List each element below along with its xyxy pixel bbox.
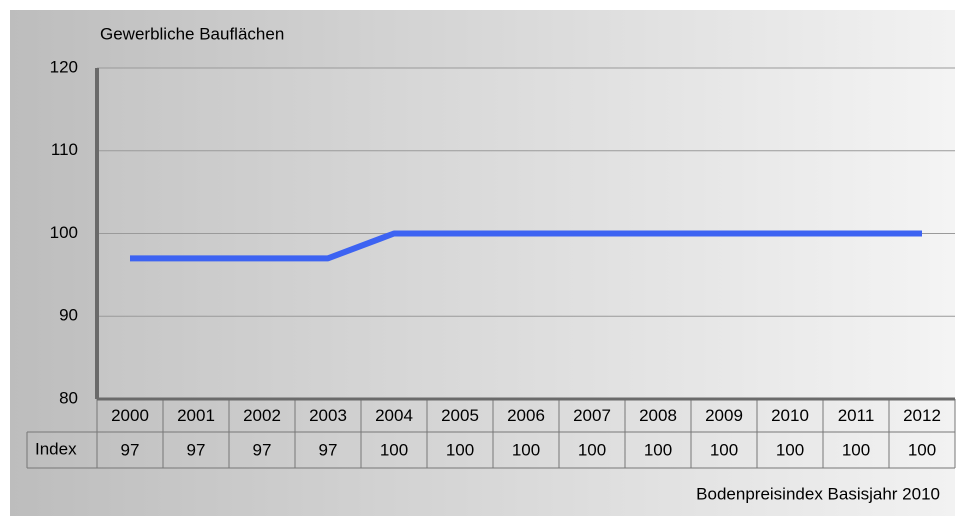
y-tick-label: 110 [51, 140, 78, 159]
x-tick-label: 2003 [309, 406, 347, 425]
caption: Bodenpreisindex Basisjahr 2010 [696, 484, 940, 503]
table-value: 100 [578, 440, 606, 459]
x-tick-label: 2006 [507, 406, 545, 425]
table-value: 100 [842, 440, 870, 459]
x-tick-label: 2008 [639, 406, 677, 425]
x-tick-label: 2010 [771, 406, 809, 425]
table-value: 100 [908, 440, 936, 459]
x-tick-label: 2012 [903, 406, 941, 425]
data-line [130, 230, 922, 262]
x-tick-label: 2007 [573, 406, 611, 425]
y-tick-label: 120 [50, 57, 78, 76]
table-value: 100 [380, 440, 408, 459]
x-tick-label: 2009 [705, 406, 743, 425]
x-tick-label: 2000 [111, 406, 149, 425]
table-value: 100 [512, 440, 540, 459]
table-value: 100 [710, 440, 738, 459]
x-tick-label: 2005 [441, 406, 479, 425]
x-tick-label: 2002 [243, 406, 281, 425]
y-tick-label: 80 [59, 388, 78, 407]
x-tick-label: 2004 [375, 406, 413, 425]
y-tick-label: 100 [50, 223, 78, 242]
chart-title: Gewerbliche Bauflächen [100, 24, 284, 43]
table-value: 100 [776, 440, 804, 459]
table-value: 97 [253, 440, 272, 459]
table-value: 100 [644, 440, 672, 459]
legend-label: Index [35, 439, 77, 458]
table-value: 100 [446, 440, 474, 459]
table-value: 97 [319, 440, 338, 459]
y-tick-label: 90 [59, 306, 78, 325]
x-tick-label: 2001 [177, 406, 215, 425]
table-value: 97 [121, 440, 140, 459]
table-value: 97 [187, 440, 206, 459]
x-tick-label: 2011 [838, 406, 875, 425]
